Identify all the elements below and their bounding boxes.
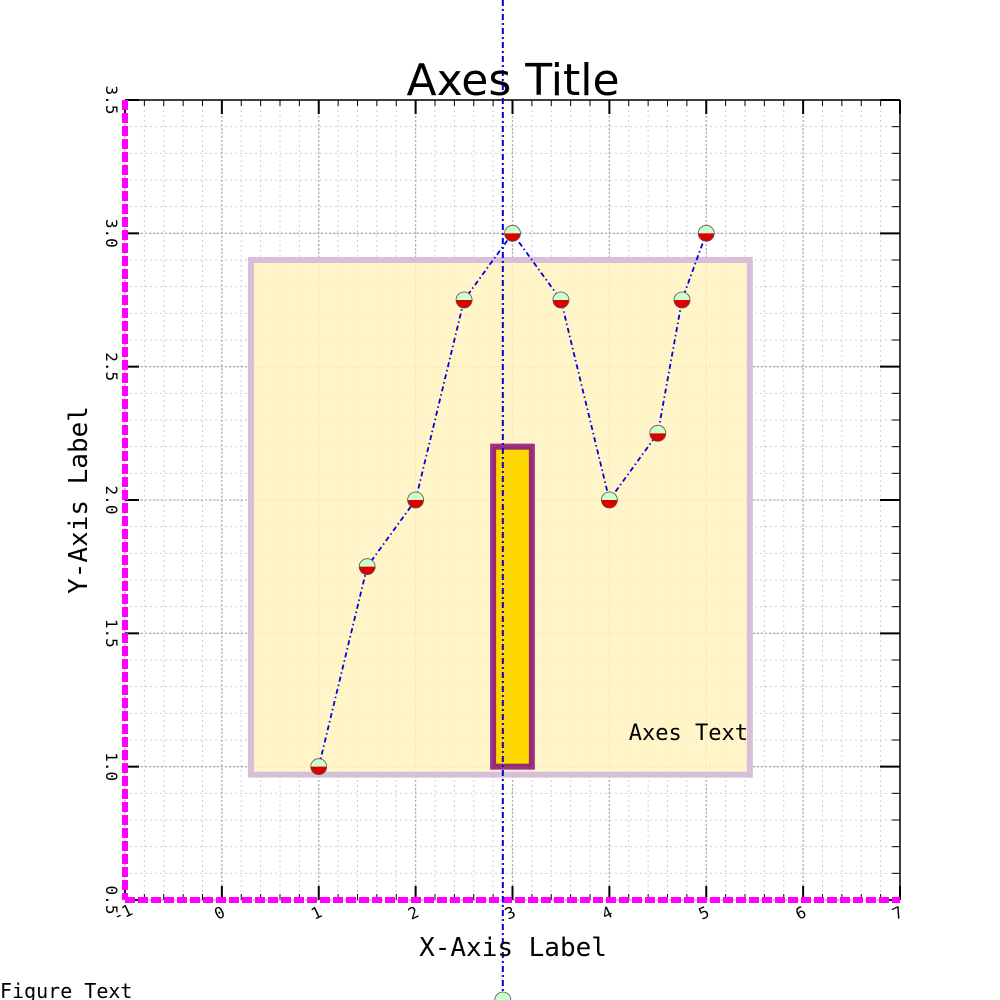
marker-top-half xyxy=(649,425,666,434)
marker-top-half xyxy=(601,492,618,500)
series-line xyxy=(317,231,708,767)
marker-top-half xyxy=(359,558,376,567)
x-tick-label: 3 xyxy=(502,902,519,923)
marker-outline xyxy=(310,758,328,776)
marker-outline xyxy=(407,491,425,509)
bar xyxy=(490,443,535,770)
y-tick-label: 2.0 xyxy=(102,486,121,515)
marker-outline xyxy=(649,424,667,442)
y-tick-label: 2.5 xyxy=(102,352,121,381)
marker-top-half xyxy=(698,225,715,234)
marker-outline xyxy=(504,224,521,242)
axes-spines xyxy=(122,99,901,903)
marker-bottom-half xyxy=(504,233,521,242)
marker-bottom-half xyxy=(552,300,569,308)
data-point xyxy=(455,291,473,309)
marker-top-half xyxy=(407,492,424,500)
marker-bottom-half xyxy=(674,300,691,308)
y-tick-label: 1.5 xyxy=(102,619,121,648)
marker-bottom-half xyxy=(310,766,327,775)
marker-outline xyxy=(697,224,715,242)
data-point xyxy=(504,224,521,242)
axes-text-annotation: Axes Text xyxy=(629,721,748,746)
marker-outline xyxy=(552,291,570,309)
x-tick-label: 4 xyxy=(599,902,616,923)
y-tick-label: 0.5 xyxy=(102,886,121,915)
y-tick-label: 3.5 xyxy=(102,86,121,115)
x-tick-label: 2 xyxy=(405,902,422,923)
marker-top-half xyxy=(674,292,691,300)
x-tick-label: 1 xyxy=(308,902,325,923)
marker-outline xyxy=(600,491,618,509)
figure-text: Figure Text xyxy=(0,979,132,1000)
data-point xyxy=(358,558,376,576)
vertical-line-marker xyxy=(494,991,512,1000)
marker-outline xyxy=(455,291,473,309)
marker-top-half xyxy=(552,292,569,300)
marker-outline xyxy=(673,291,691,309)
data-point xyxy=(552,291,570,309)
x-tick-label: 6 xyxy=(792,902,809,923)
vertical-line xyxy=(494,0,512,1000)
y-tick-label: 1.0 xyxy=(102,752,121,781)
marker-top-half xyxy=(456,292,473,300)
data-point xyxy=(649,424,667,442)
series-layer xyxy=(310,224,715,776)
x-tick-label: 0 xyxy=(211,902,228,923)
marker-outline xyxy=(358,558,376,576)
marker-top-half xyxy=(504,225,521,234)
marker-outline xyxy=(494,991,512,1000)
marker-bottom-half xyxy=(456,300,473,308)
data-point xyxy=(697,224,715,242)
data-point xyxy=(310,758,328,776)
y-axis-label: Y-Axis Label xyxy=(64,406,94,594)
chart-title: Axes Title xyxy=(406,55,619,106)
data-point xyxy=(600,491,618,509)
data-point xyxy=(407,491,425,509)
x-axis-label: X-Axis Label xyxy=(419,933,607,963)
marker-bottom-half xyxy=(601,500,618,508)
marker-top-half xyxy=(494,992,511,1000)
bar-layer xyxy=(490,443,535,770)
marker-bottom-half xyxy=(698,233,715,242)
y-tick-label: 3.0 xyxy=(102,219,121,248)
x-tick-label: 5 xyxy=(696,902,713,923)
data-point xyxy=(673,291,691,309)
marker-bottom-half xyxy=(359,566,376,575)
marker-top-half xyxy=(310,758,327,767)
marker-bottom-half xyxy=(407,500,424,508)
marker-bottom-half xyxy=(649,433,666,442)
x-tick-label: 7 xyxy=(889,902,906,923)
